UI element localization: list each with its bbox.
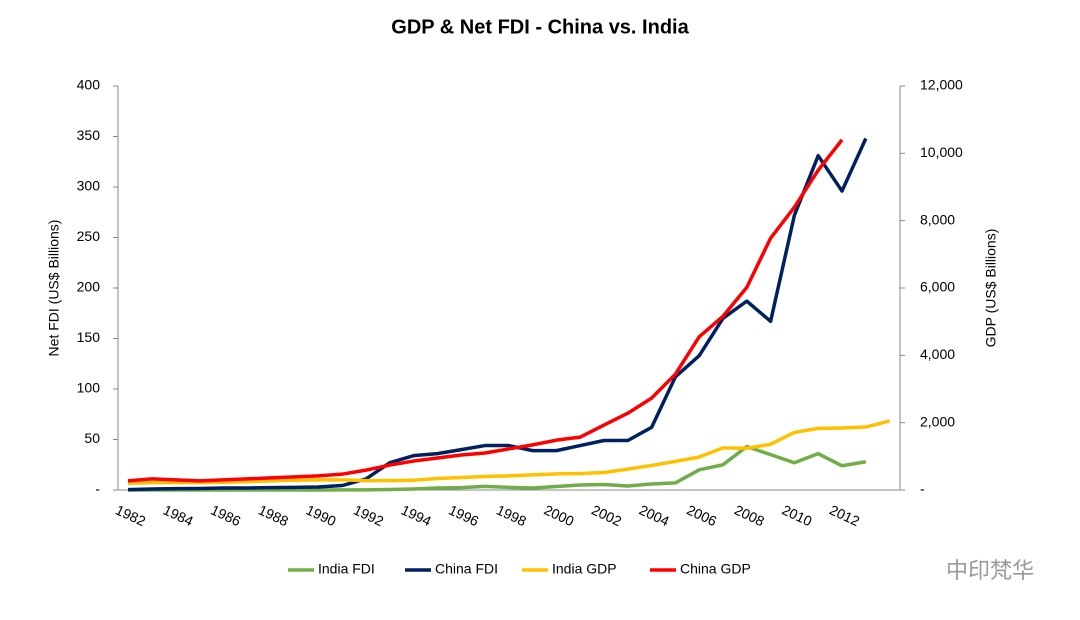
y-tick-label: 400 [77, 77, 101, 93]
legend-label: India FDI [318, 561, 375, 577]
y-tick-label: - [95, 481, 100, 497]
x-tick-label: 1992 [351, 502, 386, 530]
y-tick-label: 100 [77, 380, 101, 396]
legend-label: China GDP [680, 561, 751, 577]
x-tick-label: 1998 [494, 502, 529, 530]
y-tick-label: 250 [77, 228, 101, 244]
y2-tick-label: 12,000 [920, 77, 963, 93]
legend-label: India GDP [552, 561, 617, 577]
y-tick-label: 200 [77, 279, 101, 295]
x-tick-label: 2004 [637, 502, 672, 530]
x-tick-label: 1994 [399, 502, 434, 530]
x-tick-label: 2010 [780, 502, 815, 530]
watermark: 中印梵华 [946, 558, 1034, 583]
x-tick-label: 1986 [208, 502, 243, 530]
y2-tick-label: 2,000 [920, 413, 955, 429]
x-tick-label: 1984 [161, 502, 196, 530]
x-tick-label: 2000 [542, 502, 577, 530]
y-axis-title: Net FDI (US$ Billions) [46, 220, 62, 357]
series-line [127, 138, 844, 483]
x-tick-label: 2002 [589, 502, 624, 530]
x-tick-label: 1982 [113, 502, 148, 530]
chart-title: GDP & Net FDI - China vs. India [391, 16, 689, 38]
x-tick-label: 1990 [304, 502, 339, 530]
x-tick-label: 2008 [732, 502, 767, 530]
series-line [127, 419, 891, 486]
y2-tick-label: 6,000 [920, 279, 955, 295]
y2-tick-label: 8,000 [920, 211, 955, 227]
y-tick-label: 50 [84, 430, 100, 446]
y-tick-label: 300 [77, 178, 101, 194]
series-line [127, 137, 868, 492]
y-tick-label: 350 [77, 127, 101, 143]
y2-tick-label: 10,000 [920, 144, 963, 160]
y2-axis-title: GDP (US$ Billions) [983, 229, 999, 348]
y2-tick-label: - [920, 481, 925, 497]
x-tick-label: 2012 [827, 502, 862, 530]
legend-label: China FDI [435, 561, 498, 577]
x-tick-label: 2006 [684, 502, 719, 530]
x-tick-label: 1988 [256, 502, 291, 530]
x-tick-label: 1996 [446, 502, 481, 530]
y-tick-label: 150 [77, 329, 101, 345]
y2-tick-label: 4,000 [920, 346, 955, 362]
